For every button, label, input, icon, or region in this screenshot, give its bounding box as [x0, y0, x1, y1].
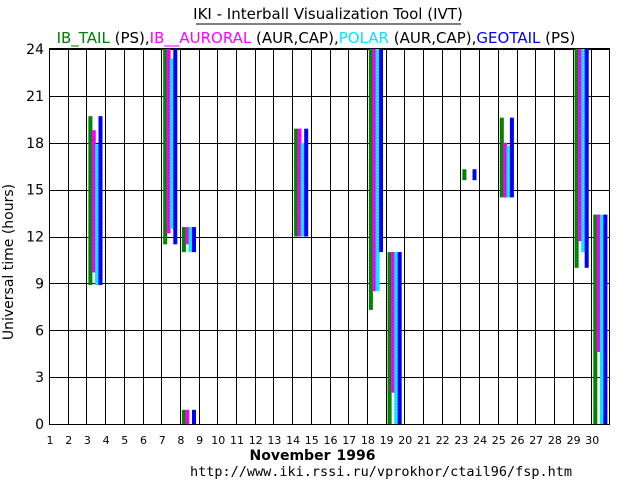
bar-polar-day-19-5 [394, 252, 399, 424]
x-tick-label-14: 14 [286, 434, 300, 447]
bar-ib-auroral-day-7-1 [166, 49, 171, 234]
x-tick-label-12: 12 [249, 434, 263, 447]
x-tick-label-9: 9 [196, 434, 203, 447]
x-tick-label-29: 29 [567, 434, 581, 447]
bar-ib-auroral-day-30-9 [596, 214, 601, 353]
legend-ib-tail-suffix: (PS), [110, 29, 150, 47]
bar-geotail-day-14-4 [304, 128, 309, 237]
bar-ib-auroral-day-18-5 [372, 49, 377, 292]
bar-polar-day-29-7 [581, 49, 586, 253]
bar-ib-auroral-day-19-6 [391, 252, 395, 393]
x-tick-label-5: 5 [121, 434, 128, 447]
plot-border [49, 48, 610, 425]
x-tick-label-11: 11 [230, 434, 244, 447]
bar-geotail-day-23-7 [472, 169, 477, 181]
x-tick-labels: 1 2 3 4 5 6 7 8 9 10 11 12 13 14 15 16 17 18 19 20 21 22 23 24 2… [47, 434, 600, 447]
bar-geotail-day-8-3 [192, 409, 196, 424]
y-tick-label-0: 0 [35, 417, 44, 433]
legend-polar-suffix: (AUR,CAP), [389, 29, 476, 47]
bar-geotail-day-7-1 [173, 49, 178, 245]
bar-ib-tail-day-29-9 [574, 49, 579, 268]
legend-geotail-name: GEOTAIL [476, 29, 541, 47]
y-tick-label-21: 21 [26, 89, 44, 105]
bar-ib-tail-day-23-7 [462, 169, 467, 181]
x-tick-label-16: 16 [324, 434, 338, 447]
bar-ib-auroral-day-3-0 [91, 130, 96, 273]
x-tick-label-10: 10 [211, 434, 225, 447]
y-axis-label: Universal time (hours) [1, 184, 17, 340]
x-tick-label-24: 24 [473, 434, 487, 447]
y-tick-label-9: 9 [35, 276, 44, 292]
bar-polar-day-30-8 [600, 214, 604, 424]
legend-ib-auroral-suffix: (AUR,CAP), [251, 29, 338, 47]
x-tick-label-21: 21 [417, 434, 431, 447]
x-tick-label-6: 6 [140, 434, 147, 447]
bar-ib-auroral-day-8-2 [185, 227, 190, 245]
x-tick-label-22: 22 [436, 434, 450, 447]
x-tick-label-26: 26 [511, 434, 525, 447]
plot-background [49, 48, 610, 425]
bar-ib-tail-day-7-1 [163, 49, 168, 245]
x-tick-label-17: 17 [342, 434, 356, 447]
bar-polar-day-3-0 [95, 144, 100, 285]
x-tick-label-7: 7 [159, 434, 166, 447]
y-tick-label-3: 3 [35, 370, 44, 386]
x-tick-label-3: 3 [84, 434, 91, 447]
x-tick-label-18: 18 [361, 434, 375, 447]
bar-ib-auroral-day-8-3 [185, 409, 190, 424]
y-tick-labels: 0 3 6 9 12 15 18 21 24 [26, 42, 44, 433]
bar-polar-day-7-1 [169, 58, 174, 229]
bar-ib-auroral-day-14-4 [297, 128, 302, 237]
legend-geotail-suffix: (PS) [540, 29, 575, 47]
legend: IB_TAIL (PS),IB__AURORAL (AUR,CAP),POLAR… [57, 29, 576, 48]
x-tick-label-28: 28 [548, 434, 562, 447]
plot-area [49, 48, 610, 425]
source-url[interactable]: http://www.iki.rssi.ru/vprokhor/ctail96/… [190, 464, 572, 480]
x-tick-label-23: 23 [454, 434, 468, 447]
chart-title: IKI - Interball Visualization Tool (IVT) [193, 5, 463, 23]
interval-bars [88, 49, 608, 424]
bar-polar-day-25-6 [506, 145, 511, 198]
x-axis-month: November [250, 448, 331, 464]
x-tick-label-27: 27 [529, 434, 543, 447]
legend-ib-tail-name: IB_TAIL [57, 29, 111, 48]
x-tick-label-13: 13 [267, 434, 281, 447]
x-tick-label-15: 15 [305, 434, 319, 447]
plot-frame [49, 48, 610, 425]
x-tick-label-30: 30 [585, 434, 599, 447]
x-tick-label-1: 1 [47, 434, 54, 447]
bar-polar-day-14-3 [300, 142, 305, 237]
bar-ib-tail-day-14-4 [294, 128, 299, 237]
x-tick-label-8: 8 [177, 434, 184, 447]
x-tick-label-4: 4 [103, 434, 110, 447]
x-tick-label-20: 20 [398, 434, 412, 447]
bar-ib-tail-day-18-5 [368, 49, 373, 310]
bar-ib-tail-day-8-3 [181, 409, 186, 424]
bar-geotail-day-29-9 [584, 49, 589, 268]
bar-ib-tail-day-30-10 [593, 214, 598, 424]
y-tick-label-15: 15 [26, 183, 44, 199]
x-axis-year: 1996 [337, 448, 376, 464]
y-tick-label-18: 18 [26, 136, 44, 152]
y-tick-label-12: 12 [26, 230, 44, 246]
x-tick-label-2: 2 [65, 434, 72, 447]
x-tick-label-25: 25 [492, 434, 506, 447]
legend-polar-name: POLAR [339, 29, 389, 47]
bar-geotail-day-18-5 [379, 49, 383, 253]
legend-ib-auroral-name: IB__AURORAL [150, 29, 252, 48]
bar-ib-tail-day-19-6 [387, 252, 392, 424]
y-tick-label-24: 24 [26, 42, 44, 58]
grid-lines [49, 48, 610, 425]
bar-geotail-day-19-6 [397, 252, 402, 424]
y-tick-label-6: 6 [35, 323, 44, 339]
bar-geotail-day-30-10 [603, 214, 608, 424]
x-tick-label-19: 19 [380, 434, 394, 447]
bar-polar-day-18-4 [375, 49, 380, 292]
